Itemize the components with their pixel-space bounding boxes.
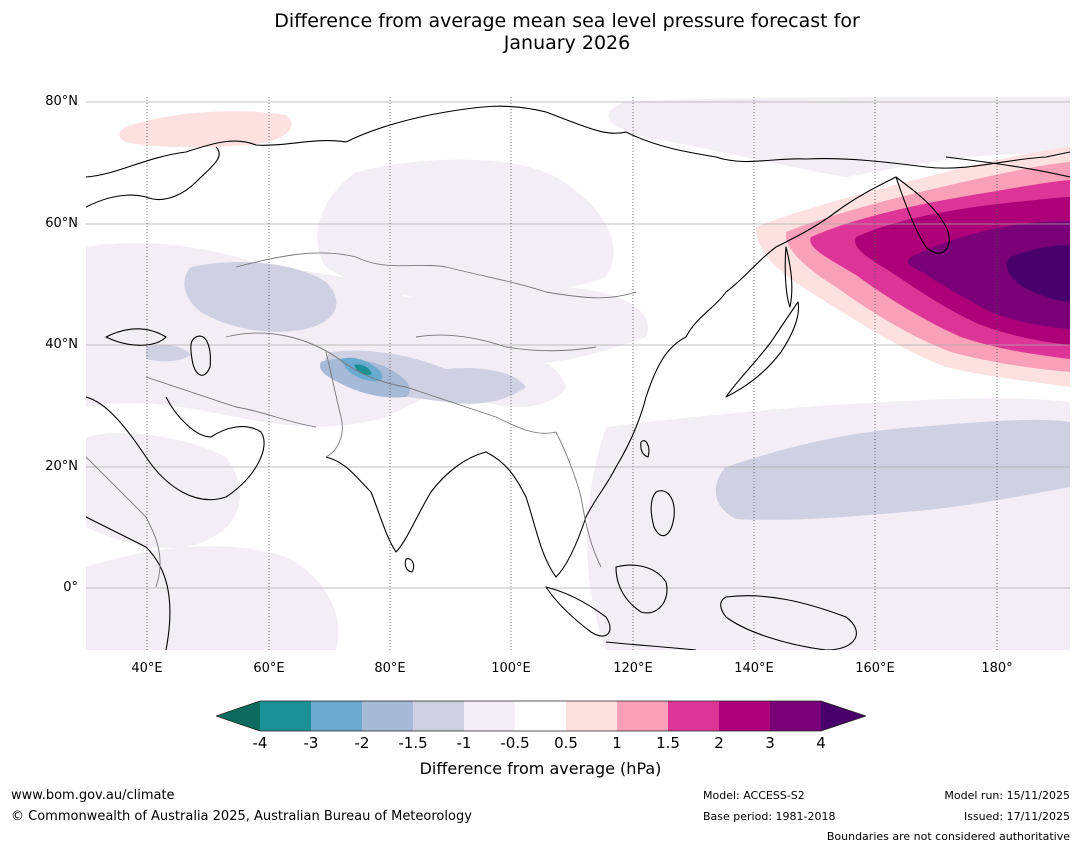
website-link[interactable]: www.bom.gov.au/climate (11, 788, 175, 803)
colorbar-segment (464, 701, 515, 731)
colorbar-tick: -0.5 (500, 734, 530, 752)
model-name: Model: ACCESS-S2 (703, 789, 805, 802)
lon-label-160e: 160°E (855, 661, 895, 676)
lat-label-0: 0° (63, 580, 78, 595)
anomaly-minus4-regions (354, 364, 372, 376)
map-panel[interactable] (86, 97, 1070, 650)
lat-label-80n: 80°N (45, 94, 78, 109)
colorbar-tick: -1 (456, 734, 472, 752)
lat-label-20n: 20°N (45, 459, 78, 474)
lon-label-80e: 80°E (374, 661, 406, 676)
colorbar (216, 700, 866, 732)
colorbar-segment (413, 701, 464, 731)
colorbar-segment (719, 701, 770, 731)
colorbar-segment (617, 701, 668, 731)
lon-label-120e: 120°E (613, 661, 653, 676)
latitude-gridlines (86, 101, 1070, 589)
copyright-text: © Commonwealth of Australia 2025, Austra… (11, 809, 472, 824)
colorbar-tick: 1 (612, 734, 622, 752)
colorbar-tick: -2 (354, 734, 370, 752)
colorbar-tick: 1.5 (656, 734, 680, 752)
coastlines (86, 105, 1070, 650)
colorbar-tick: 2 (714, 734, 724, 752)
colorbar-tick: -3 (303, 734, 319, 752)
colorbar-segment (362, 701, 413, 731)
colorbar-segment (260, 701, 311, 731)
colorbar-segment (770, 701, 821, 731)
issued-date: Issued: 17/11/2025 (963, 810, 1070, 823)
lon-label-40e: 40°E (131, 661, 163, 676)
colorbar-arrow-low (216, 701, 260, 731)
colorbar-label: Difference from average (hPa) (419, 759, 662, 778)
title-line-1: Difference from average mean sea level p… (274, 10, 860, 32)
base-period: Base period: 1981-2018 (703, 810, 836, 823)
colorbar-tick: 3 (765, 734, 775, 752)
pressure-anomaly-map (86, 97, 1070, 650)
title-line-2: January 2026 (503, 32, 631, 54)
lon-label-100e: 100°E (491, 661, 531, 676)
colorbar-outline (216, 700, 866, 732)
colorbar-segment (566, 701, 617, 731)
lon-label-60e: 60°E (253, 661, 285, 676)
colorbar-segment (311, 701, 362, 731)
lon-label-140e: 140°E (734, 661, 774, 676)
lat-label-60n: 60°N (45, 216, 78, 231)
colorbar-tick: 0.5 (554, 734, 578, 752)
colorbar-segment (515, 701, 566, 731)
colorbar-segment (668, 701, 719, 731)
lat-label-40n: 40°N (45, 337, 78, 352)
boundaries-disclaimer: Boundaries are not considered authoritat… (826, 830, 1070, 843)
model-run-date: Model run: 15/11/2025 (944, 789, 1070, 802)
lon-label-180: 180° (981, 661, 1013, 676)
colorbar-arrow-high (821, 701, 866, 731)
country-borders (86, 252, 637, 588)
anomaly-3-regions (907, 221, 1070, 329)
colorbar-tick: -1.5 (398, 734, 428, 752)
anomaly-4-regions (1006, 245, 1070, 302)
colorbar-tick: -4 (252, 734, 268, 752)
chart-title: Difference from average mean sea level p… (0, 10, 1081, 54)
colorbar-tick: 4 (816, 734, 826, 752)
longitude-gridlines (146, 97, 998, 650)
